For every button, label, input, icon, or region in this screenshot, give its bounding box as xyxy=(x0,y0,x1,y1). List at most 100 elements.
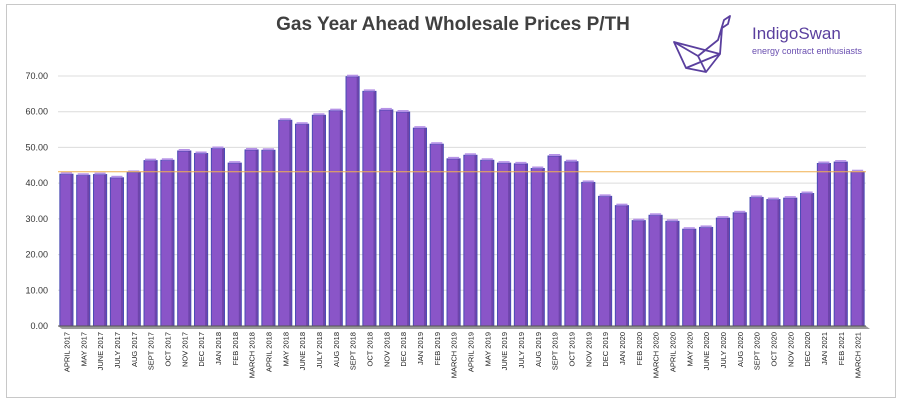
bar-shade xyxy=(407,112,410,326)
bar-top-highlight xyxy=(448,156,460,159)
bar-june-2020 xyxy=(699,225,714,327)
bar-top-highlight xyxy=(751,195,763,198)
bar-aug-2020 xyxy=(732,210,747,327)
x-tick-label: FEB 2018 xyxy=(231,332,240,365)
x-tick-label: FEB 2021 xyxy=(837,332,846,365)
bar-shade xyxy=(541,168,544,326)
bar-top-highlight xyxy=(279,118,291,121)
bar-top-highlight xyxy=(464,153,476,156)
bar-top-highlight xyxy=(246,147,258,150)
chart-title: Gas Year Ahead Wholesale Prices P/TH xyxy=(276,14,630,35)
bar-top-highlight xyxy=(599,194,611,197)
grid-lines xyxy=(58,75,866,291)
y-tick-label: 70.00 xyxy=(25,71,48,81)
x-tick-label: MAY 2020 xyxy=(685,332,694,366)
x-tick-label: MAY 2017 xyxy=(79,332,88,366)
bar-jan-2020 xyxy=(614,203,629,327)
bar-april-2017 xyxy=(59,172,74,327)
x-tick-label: SEPT 2020 xyxy=(753,332,762,370)
bar-dec-2019 xyxy=(598,194,613,327)
bar-top-highlight xyxy=(633,218,645,221)
bar-shade xyxy=(743,212,746,326)
x-tick-label: AUG 2018 xyxy=(332,332,341,367)
bar-shade xyxy=(373,91,376,326)
bar-shade xyxy=(811,193,814,326)
x-tick-label: OCT 2020 xyxy=(769,332,778,366)
bar-top-highlight xyxy=(380,107,392,110)
swan-origami-icon xyxy=(673,15,731,73)
bar-top-highlight xyxy=(532,166,544,169)
bar-top-highlight xyxy=(262,148,274,151)
bar-dec-2017 xyxy=(194,151,209,327)
bar-shade xyxy=(238,163,241,326)
x-tick-label: MARCH 2018 xyxy=(248,332,257,378)
bar-shade xyxy=(609,196,612,326)
bar-top-highlight xyxy=(313,113,325,116)
bar-april-2020 xyxy=(665,219,680,327)
bar-aug-2019 xyxy=(530,166,545,327)
bar-shade xyxy=(255,149,258,326)
bar-top-highlight xyxy=(161,158,173,161)
bar-top-highlight xyxy=(94,172,106,175)
bar-top-highlight xyxy=(178,149,190,151)
bar-oct-2019 xyxy=(564,159,579,327)
bar-oct-2017 xyxy=(160,158,175,327)
bar-top-highlight xyxy=(397,110,409,113)
bar-july-2018 xyxy=(311,113,326,327)
x-tick-label: JAN 2021 xyxy=(820,332,829,365)
x-tick-label: DEC 2017 xyxy=(197,332,206,367)
x-tick-label: AUG 2019 xyxy=(534,332,543,367)
bar-top-highlight xyxy=(616,203,628,206)
bar-top-highlight xyxy=(330,108,342,111)
bar-top-highlight xyxy=(212,146,224,149)
bar-july-2020 xyxy=(715,216,730,327)
bar-top-highlight xyxy=(515,161,527,164)
bar-nov-2017 xyxy=(177,149,192,327)
bar-feb-2021 xyxy=(833,160,848,327)
bar-top-highlight xyxy=(565,159,577,162)
bar-shade xyxy=(592,182,595,326)
bar-shade xyxy=(205,153,208,326)
bar-shade xyxy=(423,128,426,326)
bar-shade xyxy=(221,148,224,326)
y-tick-label: 50.00 xyxy=(25,142,48,152)
bar-shade xyxy=(558,156,561,326)
bar-shade xyxy=(827,163,830,326)
bar-top-highlight xyxy=(734,210,746,213)
bar-june-2017 xyxy=(93,172,108,327)
bar-march-2018 xyxy=(244,147,259,327)
bar-shade xyxy=(322,115,325,327)
bar-shade xyxy=(491,160,494,326)
bar-top-highlight xyxy=(767,197,779,200)
bar-top-highlight xyxy=(801,191,813,194)
bar-feb-2020 xyxy=(631,218,646,327)
bar-july-2019 xyxy=(513,161,528,327)
y-tick-label: 10.00 xyxy=(25,285,48,295)
bar-april-2018 xyxy=(261,148,276,327)
bar-june-2019 xyxy=(497,161,512,327)
bar-shade xyxy=(861,171,864,326)
logo-tagline: energy contract enthusiasts xyxy=(752,46,863,56)
bar-shade xyxy=(726,218,729,326)
bar-may-2019 xyxy=(480,158,495,327)
bar-top-highlight xyxy=(717,216,729,219)
bar-shade xyxy=(457,158,460,326)
bar-shade xyxy=(104,174,107,326)
x-tick-label: NOV 2020 xyxy=(786,332,795,367)
indigoswan-logo: IndigoSwan energy contract enthusiasts xyxy=(672,14,882,76)
bar-shade xyxy=(137,172,140,326)
x-tick-label: APRIL 2017 xyxy=(62,332,71,372)
bar-shade xyxy=(171,160,174,326)
x-tick-label: JAN 2020 xyxy=(618,332,627,365)
x-axis-floor xyxy=(58,326,870,329)
x-axis: APRIL 2017 MAY 2017 JUNE 2017 JULY 2017 AUG … xyxy=(58,325,870,378)
bar-top-highlight xyxy=(77,173,89,176)
bar-sept-2019 xyxy=(547,154,562,327)
bar-shade xyxy=(777,199,780,326)
bar-top-highlight xyxy=(296,122,308,125)
x-tick-label: JAN 2019 xyxy=(416,332,425,365)
bar-march-2019 xyxy=(446,156,461,327)
bar-shade xyxy=(356,76,359,326)
bar-shade xyxy=(625,205,628,326)
